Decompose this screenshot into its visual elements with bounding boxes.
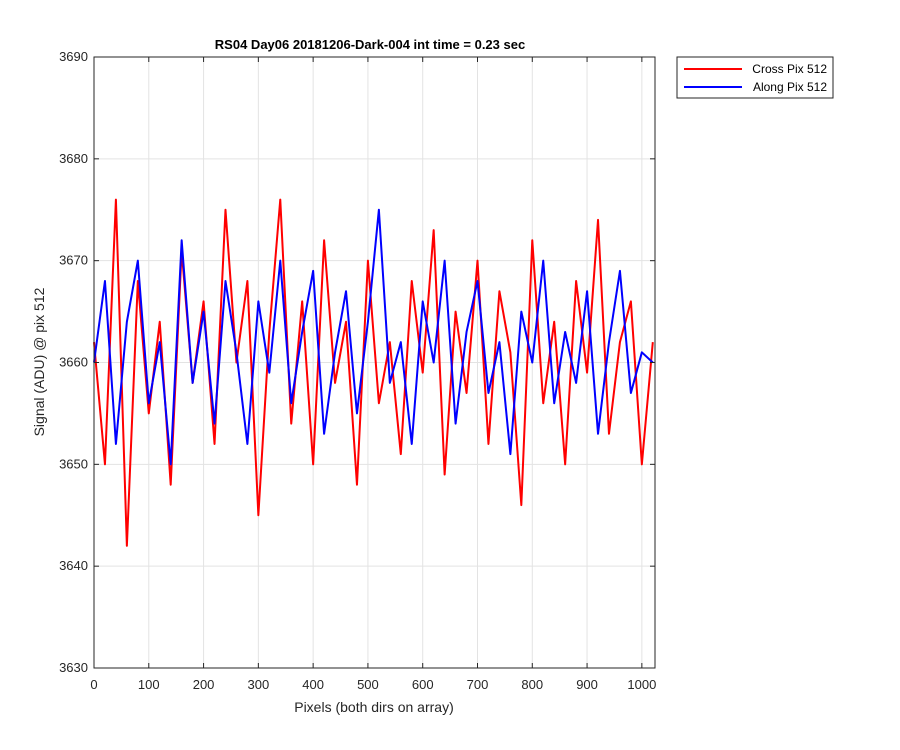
x-tick-label: 0: [90, 677, 97, 692]
y-tick-label: 3630: [59, 660, 88, 675]
legend-label-along: Along Pix 512: [753, 80, 827, 94]
x-axis-ticks: 0 100 200 300 400 500 600 700 800 900 1000: [90, 57, 656, 692]
x-tick-label: 300: [248, 677, 270, 692]
x-tick-label: 1000: [627, 677, 656, 692]
x-axis-label: Pixels (both dirs on array): [294, 699, 454, 715]
x-tick-label: 900: [576, 677, 598, 692]
series-line-along-pix-512: [93, 208, 654, 466]
x-tick-label: 600: [412, 677, 434, 692]
series-layer: [93, 198, 654, 547]
y-tick-label: 3670: [59, 253, 88, 268]
y-axis-label: Signal (ADU) @ pix 512: [31, 287, 47, 436]
y-tick-label: 3690: [59, 49, 88, 64]
x-tick-label: 200: [193, 677, 215, 692]
x-tick-label: 700: [467, 677, 489, 692]
x-tick-label: 800: [521, 677, 543, 692]
y-tick-label: 3660: [59, 355, 88, 370]
y-tick-label: 3680: [59, 151, 88, 166]
y-tick-label: 3640: [59, 558, 88, 573]
y-axis-ticks: 3630 3640 3650 3660 3670 3680 3690: [59, 49, 655, 675]
x-tick-label: 400: [302, 677, 324, 692]
y-tick-label: 3650: [59, 456, 88, 471]
legend: Cross Pix 512 Along Pix 512: [676, 56, 834, 99]
x-tick-label: 500: [357, 677, 379, 692]
chart-title: RS04 Day06 20181206-Dark-004 int time = …: [215, 37, 525, 52]
x-tick-label: 100: [138, 677, 160, 692]
legend-label-cross: Cross Pix 512: [752, 62, 827, 76]
legend-box: [676, 56, 834, 99]
